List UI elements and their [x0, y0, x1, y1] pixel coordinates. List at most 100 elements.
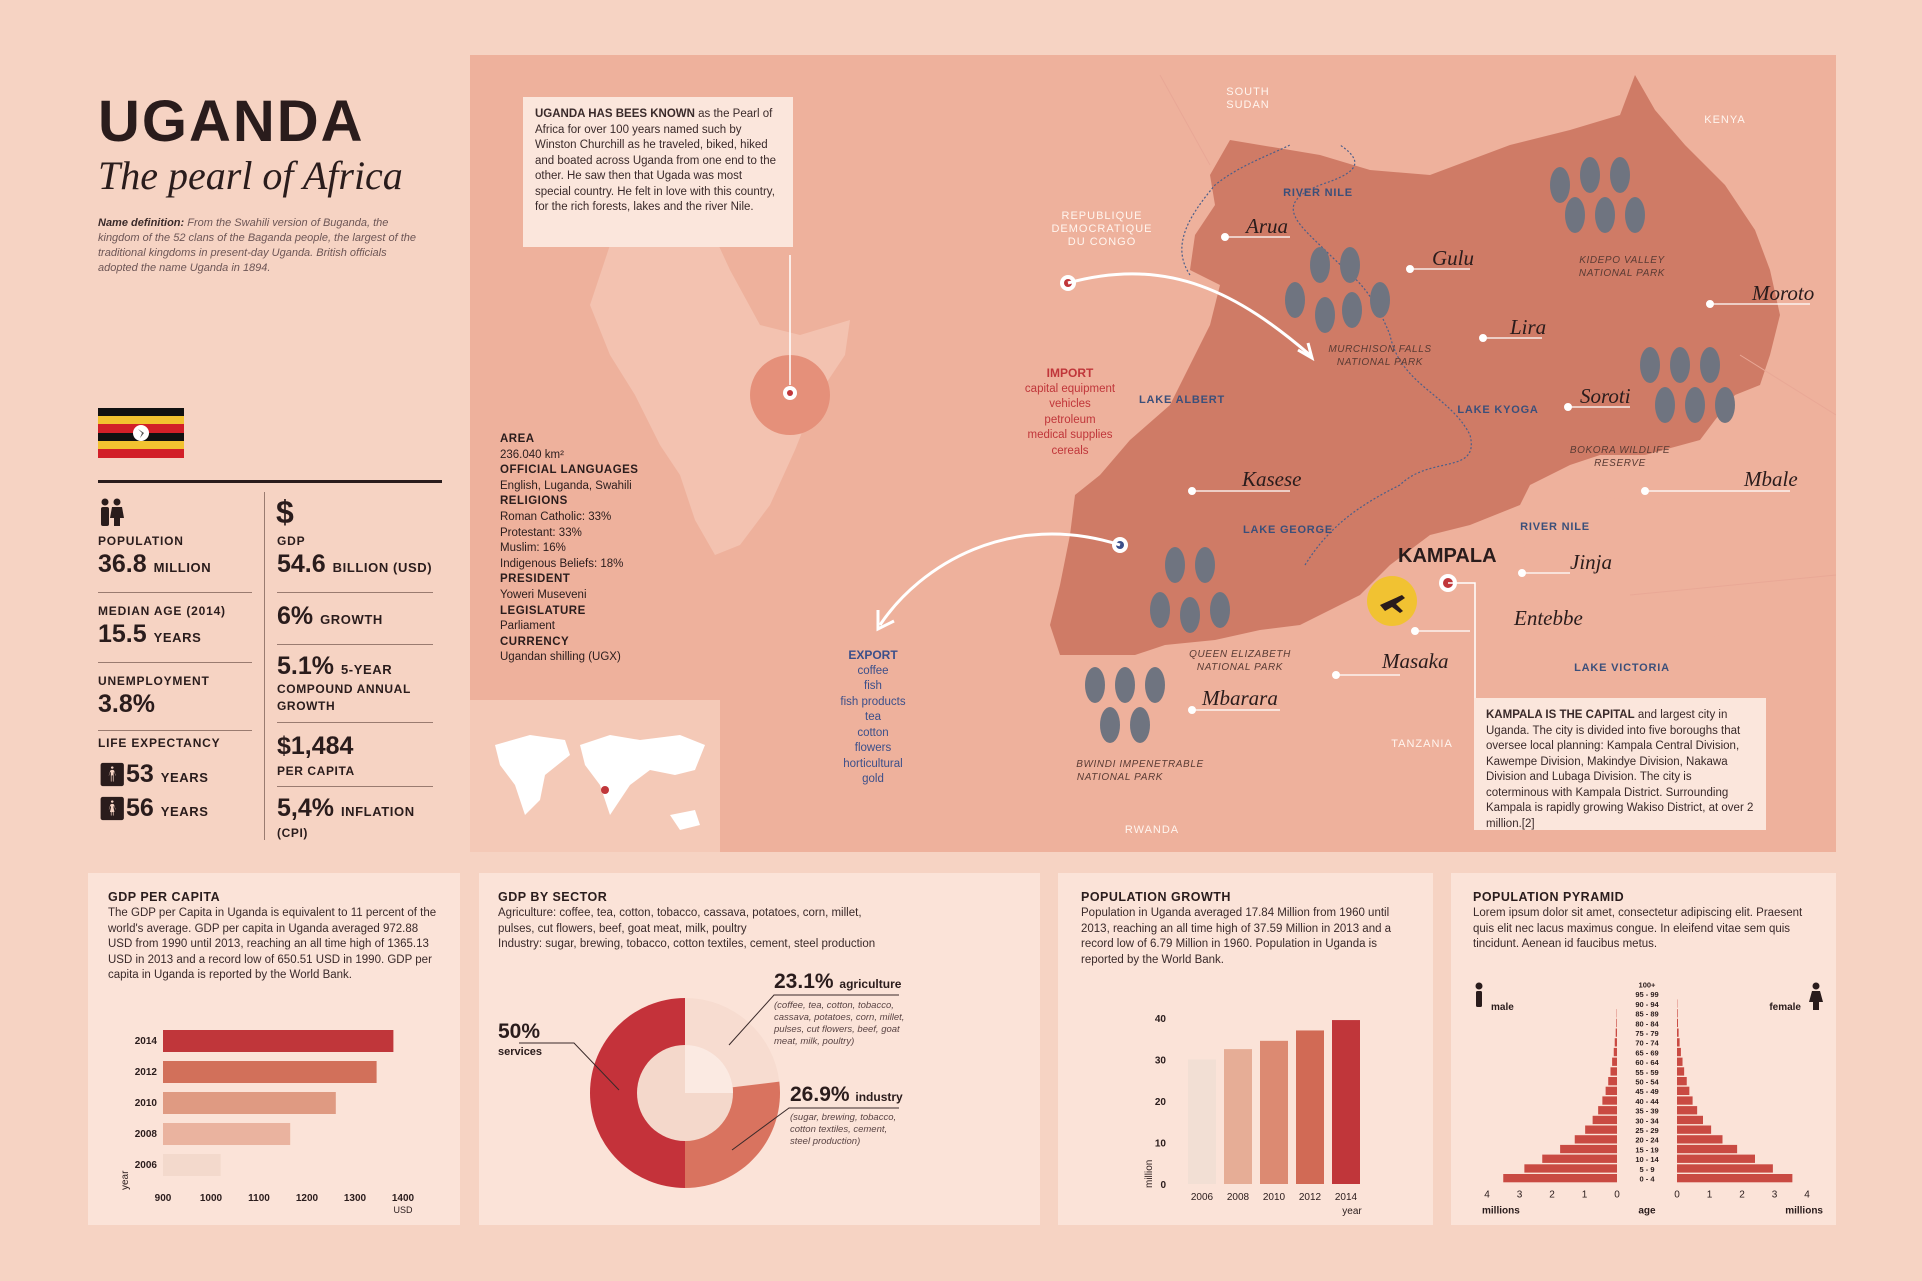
gdp-bar-2014 [163, 1030, 394, 1052]
export-item: coffee [857, 664, 889, 677]
pyramid-age-label: 95 - 99 [1635, 990, 1658, 999]
pyramid-female-label: female [1769, 1002, 1801, 1013]
pyramid-female-bar [1677, 1038, 1680, 1047]
import-heading: IMPORT [1046, 366, 1094, 380]
gdp-bar-2010 [163, 1092, 336, 1114]
label-drc-3: DU CONGO [1068, 236, 1137, 248]
pyramid-male-bar [1610, 1067, 1617, 1076]
label-bokora-1: BOKORA WILDLIFE [1570, 445, 1670, 456]
stats-column-divider [264, 492, 265, 840]
gdp-x-tick: 1100 [248, 1193, 270, 1204]
separator [277, 722, 433, 723]
pop-x-tick: 2010 [1263, 1192, 1286, 1203]
pyramid-left-tick: 0 [1614, 1190, 1620, 1201]
pyramid-age-label: 10 - 14 [1635, 1155, 1659, 1164]
city-kasese: Kasese [1241, 467, 1302, 491]
population-pyramid-title: POPULATION PYRAMID [1473, 890, 1625, 904]
dollar-icon: $ [276, 494, 294, 530]
gdp-by-sector-chart [519, 994, 899, 1188]
label-kidepo-1: KIDEPO VALLEY [1579, 255, 1665, 266]
gdp-number: 54.6 [277, 550, 326, 578]
president-value: Yoweri Museveni [500, 588, 587, 601]
cagr-line2: COMPOUND ANNUAL [277, 682, 411, 696]
capital-bold: KAMPALA IS THE CAPITAL [1486, 709, 1635, 721]
pyramid-age-label: 70 - 74 [1635, 1039, 1659, 1048]
pyramid-right-tick: 4 [1804, 1190, 1810, 1201]
intro-text: as the Pearl of Africa for over 100 year… [535, 108, 777, 213]
male-years-unit: YEARS [160, 770, 209, 785]
pyramid-age-label: 55 - 59 [1635, 1068, 1658, 1077]
export-list: EXPORT coffee fish fish products tea cot… [813, 648, 933, 788]
median-age-value: 15.5 YEARS [98, 620, 201, 649]
label-river-nile-1: RIVER NILE [1283, 187, 1353, 199]
unemployment-value: 3.8% [98, 690, 155, 718]
pyramid-female-bar [1677, 1125, 1712, 1134]
pyramid-age-label: 15 - 19 [1635, 1145, 1658, 1154]
label-bwindi-2: NATIONAL PARK [1077, 772, 1164, 783]
agriculture-note: (coffee, tea, cotton, tobacco, cassava, … [774, 1000, 905, 1047]
religion-item: Roman Catholic: 33% [500, 510, 612, 523]
gdp-x-unit: USD [393, 1205, 413, 1215]
pyramid-age-label: 65 - 69 [1635, 1048, 1658, 1057]
capital-callout: KAMPALA IS THE CAPITAL and largest city … [1474, 698, 1766, 830]
cagr-number: 5.1% [277, 652, 334, 680]
import-item: petroleum [1044, 413, 1096, 426]
languages-heading: OFFICIAL LANGUAGES [500, 464, 639, 477]
pyramid-female-bar [1677, 1106, 1698, 1115]
map-graphic: SOUTH SUDAN KENYA REPUBLIQUE DEMOCRATIQU… [470, 74, 1836, 852]
male-icon [1476, 991, 1482, 1007]
capital-text: and largest city in Uganda. The city is … [1486, 709, 1754, 830]
city-mbarara: Mbarara [1201, 686, 1278, 710]
pyramid-age-label: 25 - 29 [1635, 1126, 1658, 1135]
city-gulu: Gulu [1432, 246, 1474, 270]
pyramid-age-label: 40 - 44 [1635, 1097, 1659, 1106]
pyramid-male-bar [1598, 1106, 1617, 1115]
name-def-label: Name definition: [98, 217, 185, 229]
pyramid-age-label: 80 - 84 [1635, 1019, 1659, 1028]
label-kidepo-2: NATIONAL PARK [1579, 268, 1666, 279]
per-capita-value: $1,484 [277, 732, 354, 760]
pyramid-female-bar [1677, 1154, 1755, 1163]
import-list: IMPORT capital equipment vehicles petrol… [1010, 366, 1130, 459]
pyramid-male-bar [1614, 1038, 1617, 1047]
pop-bar-2008 [1224, 1049, 1252, 1184]
pyramid-age-label: 0 - 4 [1639, 1175, 1655, 1184]
separator [277, 644, 433, 645]
city-masaka: Masaka [1381, 649, 1449, 673]
female-icon [1809, 991, 1823, 1010]
pyramid-female-bar [1677, 1028, 1679, 1037]
gdp-by-sector-text1: Agriculture: coffee, tea, cotton, tobacc… [498, 907, 862, 935]
cagr-value: 5.1% 5-YEAR [277, 652, 392, 681]
industry-note: (sugar, brewing, tobacco, cotton textile… [790, 1112, 897, 1147]
pop-y-tick: 30 [1155, 1056, 1167, 1067]
industry-leader-line [731, 1107, 899, 1151]
world-map-shape [495, 735, 705, 830]
separator [98, 730, 252, 731]
median-age-number: 15.5 [98, 620, 147, 648]
inflation-line2: (CPI) [277, 826, 308, 840]
pyramid-left-unit: millions [1482, 1206, 1520, 1217]
label-river-nile-2: RIVER NILE [1520, 521, 1590, 533]
agriculture-leader-line [728, 994, 899, 1046]
pyramid-female-bar [1677, 1057, 1683, 1066]
city-jinja: Jinja [1570, 550, 1612, 574]
pyramid-male-bar [1608, 1077, 1617, 1086]
pyramid-age-label: 75 - 79 [1635, 1029, 1658, 1038]
gdp-x-tick: 1000 [200, 1193, 223, 1204]
label-bwindi-1: BWINDI IMPENETRABLE [1076, 759, 1204, 770]
gdp-year-label: 2012 [135, 1067, 158, 1078]
pyramid-female-bar [1677, 1144, 1738, 1154]
gdp-by-sector-title: GDP BY SECTOR [498, 890, 608, 904]
separator [98, 592, 252, 593]
label-queen-2: NATIONAL PARK [1197, 662, 1284, 673]
pyramid-female-bar [1677, 1164, 1773, 1173]
pop-bar-2012 [1296, 1030, 1324, 1184]
population-value: 36.8 MILLION [98, 550, 211, 579]
river-nile-line-2 [1181, 144, 1291, 276]
label-rwanda: RWANDA [1125, 824, 1179, 836]
pyramid-right-tick: 1 [1707, 1190, 1713, 1201]
export-item: horticultural [843, 757, 903, 770]
female-icon: 🚺︎ [98, 796, 126, 821]
legislature-heading: LEGISLATURE [500, 604, 586, 617]
pyramid-left-tick: 3 [1517, 1190, 1523, 1201]
